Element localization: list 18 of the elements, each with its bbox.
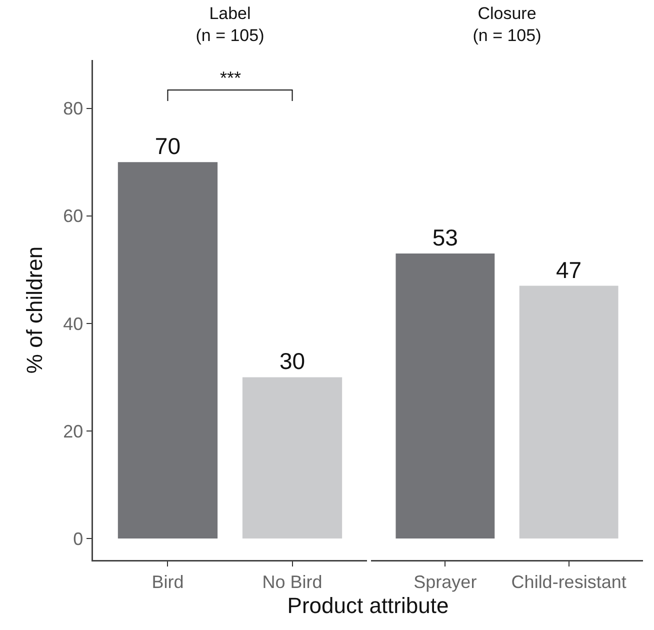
data-label: 70 xyxy=(154,133,181,160)
y-tick-label: 80 xyxy=(63,98,84,119)
data-label: 53 xyxy=(432,224,458,251)
data-label: 47 xyxy=(556,256,582,283)
x-tick-label: Bird xyxy=(152,572,184,592)
y-tick-label: 0 xyxy=(73,528,84,549)
y-axis-title: % of children xyxy=(22,246,48,374)
chart-title: Closure (n = 105) xyxy=(472,4,542,45)
y-tick-label: 40 xyxy=(63,314,84,334)
chart-title: Label (n = 105) xyxy=(196,4,264,45)
x-tick-label: Child-resistant xyxy=(511,572,626,592)
data-label: 30 xyxy=(279,348,306,374)
annotation: *** xyxy=(220,68,242,88)
x-tick-label: No Bird xyxy=(262,572,322,592)
y-tick-label: 20 xyxy=(63,421,84,442)
x-tick-label: Sprayer xyxy=(414,572,477,592)
y-tick-label: 60 xyxy=(63,206,84,226)
x-axis-title: Product attribute xyxy=(286,593,450,619)
